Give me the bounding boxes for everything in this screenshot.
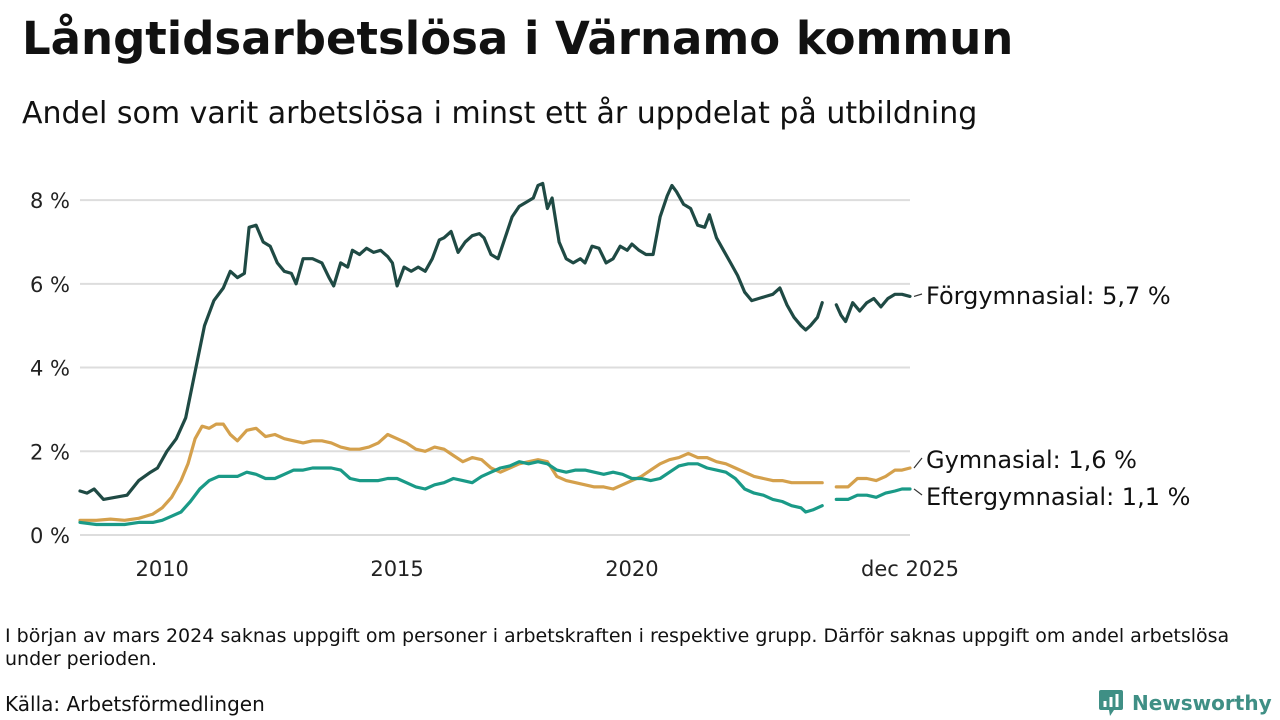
x-axis-ticks: 2010 2015 2020 dec 2025: [135, 557, 958, 581]
chart-subtitle: Andel som varit arbetslösa i minst ett å…: [22, 96, 978, 131]
series-line-forgymnasial: [834, 292, 912, 324]
series-end-labels: Förgymnasial: 5,7 % Gymnasial: 1,6 % Efter…: [913, 282, 1190, 511]
source-credit: Källa: Arbetsförmedlingen: [5, 692, 265, 716]
x-tick-label: dec 2025: [861, 557, 959, 581]
y-tick-label: 2 %: [30, 440, 70, 464]
line-chart: 0 % 2 % 4 % 6 % 8 % 2010 2015 2020 dec 2025 För…: [30, 181, 1190, 581]
label-leader-line: [913, 488, 923, 496]
y-tick-label: 4 %: [30, 357, 70, 381]
brand-name: Newsworthy: [1132, 691, 1272, 715]
gridlines: [80, 199, 910, 536]
brand-logo: Newsworthy: [1098, 688, 1272, 718]
label-leader-line: [913, 457, 923, 469]
bar-chart-icon: [1099, 690, 1123, 716]
y-tick-label: 6 %: [30, 273, 70, 297]
x-tick-label: 2010: [135, 557, 188, 581]
series-end-label-gymnasial: Gymnasial: 1,6 %: [926, 446, 1137, 474]
y-tick-label: 8 %: [30, 189, 70, 213]
series-line-gymnasial: [78, 422, 824, 522]
chart-title: Långtidsarbetslösa i Värnamo kommun: [22, 12, 1014, 65]
label-leader-line: [913, 293, 923, 297]
series-line-gymnasial: [834, 466, 912, 489]
series-end-label-forgymnasial: Förgymnasial: 5,7 %: [926, 282, 1171, 310]
x-tick-label: 2020: [605, 557, 658, 581]
y-axis-ticks: 0 % 2 % 4 % 6 % 8 %: [30, 189, 70, 548]
series-line-eftergymnasial: [834, 487, 912, 501]
series-line-forgymnasial: [78, 181, 824, 501]
footnote: I början av mars 2024 saknas uppgift om …: [5, 625, 1230, 670]
x-tick-label: 2015: [370, 557, 423, 581]
series-line-eftergymnasial: [78, 460, 824, 527]
series-lines: [78, 181, 912, 527]
series-end-label-eftergymnasial: Eftergymnasial: 1,1 %: [926, 483, 1190, 511]
y-tick-label: 0 %: [30, 524, 70, 548]
